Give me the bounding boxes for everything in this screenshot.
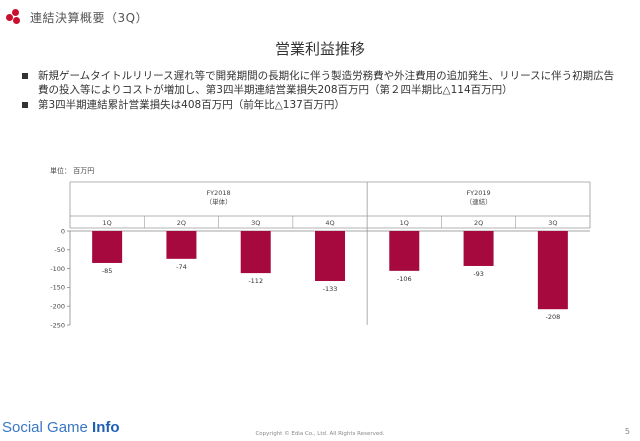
page-number: 5	[624, 427, 630, 436]
category-tick-label: 4Q	[325, 219, 334, 227]
unit-label: 単位： 百万円	[50, 167, 95, 175]
bar-data-label: -85	[102, 267, 113, 275]
footer-brand: Social Game Info	[0, 419, 122, 436]
bullet-square-icon	[22, 102, 28, 108]
group-label-fiscal-year: FY2018	[206, 189, 230, 197]
bar	[92, 231, 123, 263]
bullet-text: 新規ゲームタイトルリリース遅れ等で開発期間の長期化に伴う製造労務費や外注費用の追…	[38, 70, 615, 96]
category-tick-label: 3Q	[251, 219, 260, 227]
company-logo-icon	[6, 9, 26, 25]
y-tick-label: -50	[54, 246, 65, 254]
bar-data-label: -208	[545, 313, 560, 321]
category-tick-label: 2Q	[177, 219, 186, 227]
y-tick-label: 0	[61, 227, 65, 235]
slide-title: 営業利益推移	[274, 40, 365, 58]
bar-data-label: -106	[397, 275, 412, 283]
bar-data-label: -74	[176, 263, 187, 271]
bar-data-label: -93	[473, 270, 484, 278]
bar	[315, 231, 345, 282]
bullet-item: 新規ゲームタイトルリリース遅れ等で開発期間の長期化に伴う製造労務費や外注費用の追…	[20, 69, 620, 97]
footer-brand-regular: Social Game	[2, 419, 93, 436]
copyright-text: Copyright © Edia Co., Ltd. All Rights Re…	[255, 431, 385, 437]
category-tick-label: 1Q	[103, 219, 112, 227]
footer-brand-bold: Info	[92, 419, 120, 436]
group-label-fiscal-year: FY2019	[466, 189, 490, 197]
bullet-square-icon	[22, 73, 28, 79]
bar	[463, 231, 494, 266]
group-label-scope: （連結）	[466, 197, 492, 206]
bullet-text: 第3四半期連結累計営業損失は408百万円（前年比△137百万円）	[38, 99, 345, 111]
category-tick-label: 2Q	[474, 219, 483, 227]
bullet-item: 第3四半期連結累計営業損失は408百万円（前年比△137百万円）	[20, 98, 620, 112]
y-tick-label: -150	[50, 284, 65, 292]
bullet-list: 新規ゲームタイトルリリース遅れ等で開発期間の長期化に伴う製造労務費や外注費用の追…	[20, 69, 620, 113]
bar	[166, 231, 197, 259]
y-tick-label: -100	[50, 265, 65, 273]
bar-data-label: -133	[323, 285, 338, 293]
y-tick-label: -250	[50, 321, 65, 329]
bar	[240, 231, 271, 274]
y-tick-label: -200	[50, 303, 65, 311]
bar	[389, 231, 420, 271]
bar	[537, 231, 568, 310]
category-tick-label: 3Q	[548, 219, 557, 227]
group-label-scope: （単体）	[206, 197, 232, 206]
category-tick-label: 1Q	[400, 219, 409, 227]
bar-data-label: -112	[248, 277, 263, 285]
section-title: 連結決算概要（3Q）	[30, 11, 149, 25]
operating-profit-chart: FY2018（単体） FY2019（連結） 1Q 2Q 3Q 4Q 1Q 2Q 3Q 0 -50 -1…	[50, 181, 591, 329]
